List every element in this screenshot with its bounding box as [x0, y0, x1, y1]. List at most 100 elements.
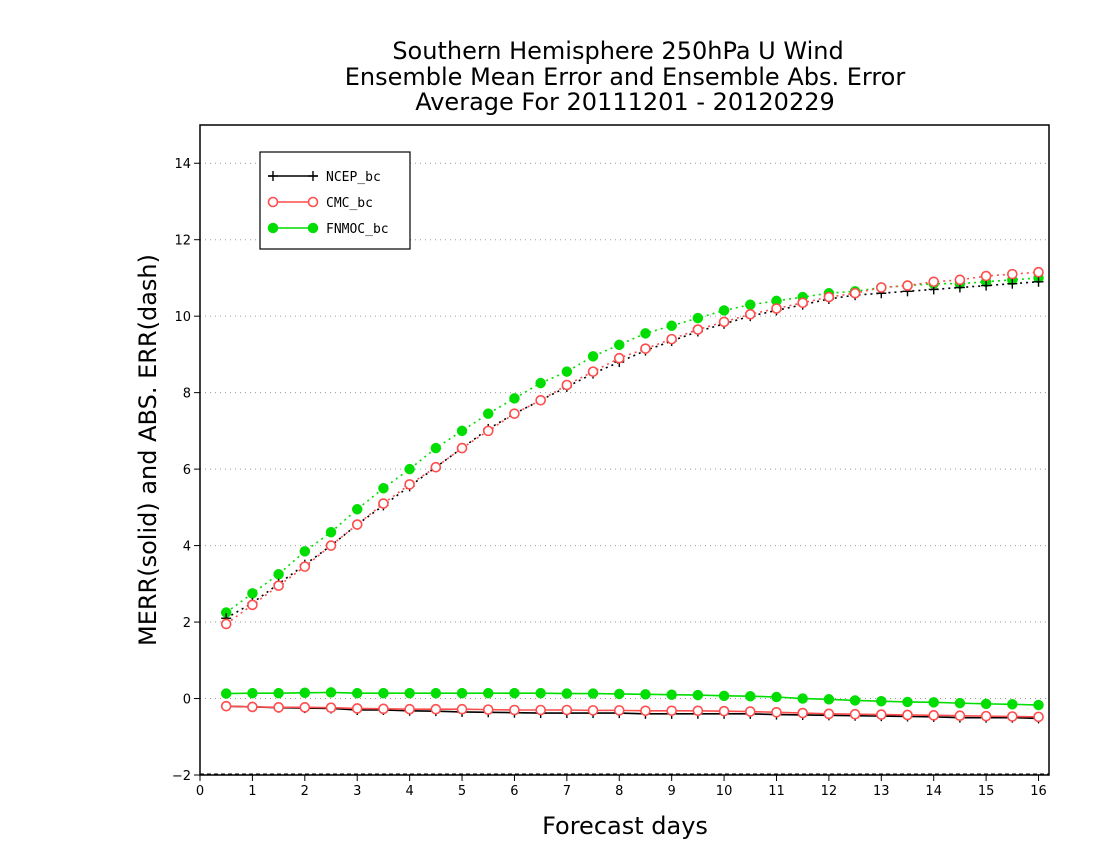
cmc-bc-abs-err-point — [928, 276, 940, 288]
cmc-bc-abs-err-point — [482, 425, 494, 437]
fnmoc-bc-abs-err-point — [587, 351, 599, 362]
y-tick-label: 6 — [183, 463, 191, 478]
cmc-bc-merr-point — [954, 710, 966, 722]
cmc-bc-abs-err-point — [535, 394, 546, 406]
y-tick-label: 4 — [183, 540, 191, 555]
cmc-bc-merr-point — [875, 709, 887, 720]
fnmoc-bc-merr-point — [614, 688, 625, 700]
cmc-bc-abs-err-point — [509, 408, 520, 419]
fnmoc-bc-merr-point — [404, 687, 415, 699]
fnmoc-bc-merr-line — [226, 691, 1039, 706]
plot-frame — [199, 124, 1050, 776]
ncep-bc-abs-err-point — [981, 280, 992, 291]
cmc-bc-merr-point — [692, 705, 704, 717]
fnmoc-bc-merr-point — [378, 687, 389, 699]
ncep-bc-abs-err-point — [1007, 278, 1018, 289]
cmc-bc-merr-point — [980, 710, 992, 722]
fnmoc-bc-merr-point — [482, 687, 494, 699]
chart-title-line-2: Ensemble Mean Error and Ensemble Abs. Er… — [345, 63, 906, 91]
x-tick-label: 11 — [768, 784, 785, 799]
cmc-bc-abs-err-point — [902, 280, 913, 291]
fnmoc-bc-abs-err-point — [404, 463, 415, 475]
x-tick-label: 8 — [615, 784, 623, 799]
x-tick-label: 5 — [458, 784, 466, 799]
cmc-bc-abs-err-point — [404, 479, 415, 490]
cmc-bc-merr-point — [849, 708, 861, 720]
fnmoc-bc-merr-point — [666, 689, 677, 700]
legend: NCEP_bc CMC_bc FNMOC_bc — [259, 151, 411, 250]
cmc-bc-abs-err-point — [430, 461, 442, 473]
cmc-bc-abs-err-point — [640, 343, 651, 354]
cmc-bc-abs-err-point — [718, 316, 730, 328]
cmc-bc-merr-point — [430, 703, 442, 715]
legend-box — [259, 151, 411, 250]
x-tick-label: 1 — [248, 784, 256, 799]
fnmoc-bc-merr-point — [1007, 699, 1018, 710]
cmc-bc-abs-err-point — [980, 270, 992, 282]
fnmoc-bc-abs-err-point — [351, 504, 363, 515]
cmc-bc-merr-point — [902, 709, 913, 721]
y-tick-label: 14 — [174, 157, 191, 172]
fnmoc-bc-abs-err-point — [614, 339, 625, 351]
fnmoc-bc-merr-point — [954, 697, 966, 709]
x-tick-label: 7 — [563, 784, 571, 799]
fnmoc-bc-merr-point — [535, 687, 546, 699]
cmc-bc-abs-err-point — [220, 618, 232, 630]
grid — [200, 162, 1049, 775]
fnmoc-bc-merr-point — [980, 698, 992, 710]
cmc-bc-merr-point — [482, 704, 494, 715]
y-axis-label: MERR(solid) and ABS. ERR(dash) — [134, 254, 162, 646]
fnmoc-bc-merr-point — [325, 687, 337, 698]
cmc-bc-merr-point — [587, 705, 599, 716]
cmc-bc-merr-point — [1007, 711, 1018, 722]
fnmoc-bc-abs-err-point — [745, 299, 756, 310]
chart-title-line-1: Southern Hemisphere 250hPa U Wind — [392, 37, 843, 65]
x-tick-label: 15 — [978, 784, 995, 799]
y-tick-label: 2 — [183, 616, 191, 631]
x-tick-label: 10 — [716, 784, 733, 799]
y-tick-label: 10 — [174, 310, 191, 325]
cmc-bc-abs-err-point — [587, 366, 599, 377]
fnmoc-bc-abs-err-point — [273, 569, 284, 580]
x-tick-label: 12 — [821, 784, 838, 799]
fnmoc-bc-abs-err-point — [299, 546, 311, 557]
legend-marker-fnmoc-bc — [307, 222, 319, 234]
cmc-bc-merr-point — [325, 702, 337, 714]
fnmoc-bc-merr-point — [561, 688, 573, 699]
cmc-bc-abs-err-point — [351, 519, 363, 530]
fnmoc-bc-merr-point — [299, 687, 311, 699]
x-tick-label: 14 — [925, 784, 942, 799]
fnmoc-bc-abs-err-point — [692, 312, 704, 324]
fnmoc-bc-abs-err-point — [535, 377, 546, 389]
fnmoc-bc-abs-err-point — [430, 442, 442, 454]
cmc-bc-merr-point — [613, 705, 625, 716]
cmc-bc-abs-err-point — [456, 442, 468, 454]
cmc-bc-abs-err-point — [771, 303, 782, 314]
legend-marker-ncep-bc — [308, 171, 318, 181]
cmc-bc-merr-point — [351, 703, 363, 714]
cmc-bc-abs-err-point — [666, 333, 677, 345]
cmc-bc-merr-point — [535, 704, 546, 716]
fnmoc-bc-merr-point — [902, 696, 913, 708]
fnmoc-bc-merr-point — [928, 697, 939, 708]
x-tick-label: 16 — [1030, 784, 1047, 799]
fnmoc-bc-merr-point — [1033, 699, 1044, 711]
fnmoc-bc-abs-err-point — [247, 588, 258, 599]
x-tick-label: 6 — [510, 784, 518, 799]
fnmoc-bc-abs-err-point — [666, 320, 677, 331]
cmc-bc-abs-err-point — [744, 308, 756, 320]
y-tick-label: −2 — [172, 769, 191, 784]
x-tick-label: 9 — [668, 784, 676, 799]
cmc-bc-merr-point — [299, 702, 311, 713]
cmc-bc-abs-err-point — [797, 297, 808, 309]
cmc-bc-merr-point — [771, 706, 782, 718]
chart-title-line-3: Average For 20111201 - 20120229 — [415, 88, 835, 116]
ncep-bc-abs-err-point — [1033, 276, 1044, 287]
fnmoc-bc-abs-err-point — [456, 425, 468, 437]
cmc-bc-merr-point — [561, 704, 573, 716]
ncep-bc-abs-err-line — [225, 280, 1039, 619]
legend-label-fnmoc-bc: FNMOC_bc — [326, 222, 389, 237]
fnmoc-bc-merr-point — [745, 690, 756, 702]
